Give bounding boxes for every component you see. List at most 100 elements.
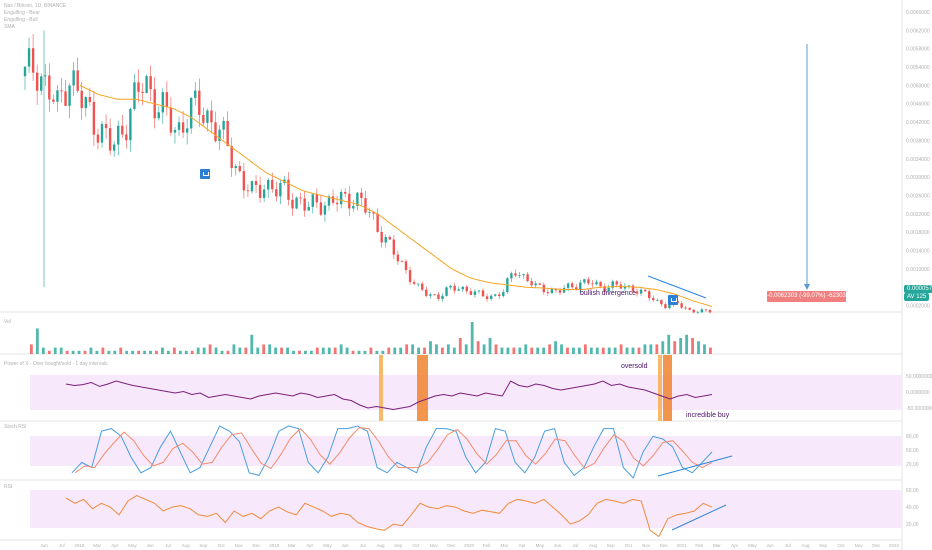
time-tick-label: Sep [199, 543, 208, 548]
stoch-tick-label: 20.00 [906, 462, 919, 468]
candle-body [335, 202, 339, 205]
candle-body [323, 205, 327, 215]
candle-body [271, 179, 274, 190]
candle-body [80, 90, 83, 109]
time-tick-label: Oct [837, 543, 845, 548]
volume-bar [107, 350, 111, 354]
volume-legend[interactable]: Vol [4, 319, 11, 325]
current-price-badge: 0.0000574 [904, 285, 932, 293]
candle-body [404, 261, 408, 271]
idea-marker-icon[interactable] [668, 295, 678, 305]
time-tick-label: 2018 [74, 543, 85, 548]
idea-marker-icon[interactable] [200, 169, 210, 179]
volume-bar [655, 344, 659, 354]
time-tick-label: Aug [182, 543, 191, 548]
pox-tick-label: 50.0000000 [906, 374, 932, 380]
candle-body [327, 196, 331, 206]
candle-body [631, 285, 635, 292]
pox-tick-label: 0.0000000 [906, 390, 930, 396]
candle-body [44, 75, 47, 77]
candle-body [100, 123, 104, 143]
indicator-bands [30, 375, 902, 528]
price-tick-label: 0.0042000 [906, 120, 930, 126]
candle-body [165, 92, 169, 108]
volume-bar [238, 347, 242, 354]
volume-bar [703, 344, 706, 354]
candle-body [708, 310, 712, 313]
volume-bar [458, 338, 462, 354]
legend-symbol[interactable]: Nas / Bitcoin, 1D, BINANCE [4, 3, 67, 9]
volume-bar [345, 347, 349, 354]
time-tick-label: Jun [341, 543, 349, 548]
time-tick-label: Nov [642, 543, 651, 548]
candle-body [522, 274, 525, 276]
candle-body [384, 236, 387, 243]
time-tick-label: May [323, 543, 332, 548]
pox-tick-label: -50.0000000 [906, 406, 932, 412]
candle-body [104, 123, 108, 129]
candle-body [530, 281, 533, 286]
candle-body [356, 192, 359, 206]
candle-body [429, 294, 432, 296]
candle-body [76, 70, 79, 91]
candle-body [149, 76, 152, 90]
rsi-legend[interactable]: RSI [4, 484, 13, 490]
price-tick-label: 0.0030000 [906, 175, 930, 181]
volume-bar [232, 344, 236, 354]
volume-bar [494, 344, 498, 354]
time-tick-label: Oct [218, 543, 226, 548]
legend-sma[interactable]: SMA [4, 24, 15, 30]
volume-bar [536, 347, 540, 354]
volume-bar [161, 347, 164, 354]
candle-body [627, 285, 631, 287]
power-of-x-legend[interactable]: Power of X - Over bought/sold - 1 day in… [4, 361, 108, 367]
time-axis: Jun Jul 2018 Mar Apr May Jun Jul Aug Sep Oct Nov Dec… [40, 543, 899, 548]
volume-bar [601, 347, 605, 354]
time-tick-label: Jun [554, 543, 562, 548]
candle-body [538, 283, 541, 285]
volume-bar [208, 344, 212, 354]
candle-body [48, 75, 51, 100]
rsi-band [30, 490, 902, 528]
volume-bar [399, 347, 403, 354]
volume-bar [369, 347, 373, 354]
candle-body [287, 179, 290, 200]
candle-body [96, 134, 100, 143]
time-tick-label: Apr [111, 543, 119, 548]
candle-body [453, 285, 456, 291]
time-tick-label: Sep [394, 543, 403, 548]
volume-bar [470, 322, 474, 354]
volume-bar [417, 347, 420, 354]
volume-bar [190, 350, 194, 354]
stoch-d-line [74, 427, 713, 474]
candle-body [125, 134, 128, 141]
candle-body [315, 194, 319, 203]
volume-bar [220, 350, 224, 354]
candle-body [461, 286, 464, 290]
candle-body [583, 279, 586, 283]
volume-bar [262, 344, 266, 354]
volume-bar [268, 344, 272, 354]
candle-body [416, 283, 420, 285]
stoch-rsi-legend[interactable]: Stoch RSI [4, 424, 27, 430]
legend-engulfing-bull[interactable]: Engulfing - Bull [4, 17, 38, 23]
time-tick-label: Nov [235, 543, 244, 548]
candle-body [623, 285, 627, 289]
volume-bar [172, 347, 176, 354]
volume-bar [214, 347, 218, 354]
time-tick-label: Sep [607, 543, 616, 548]
candle-body [344, 191, 347, 194]
candle-body [108, 128, 112, 151]
volume-bar [464, 344, 468, 354]
volume-bar [619, 344, 623, 354]
volume-bar [429, 341, 432, 354]
candle-body [52, 99, 55, 102]
stoch-band [30, 436, 902, 466]
volume-bar [661, 341, 665, 354]
time-tick-label: May [128, 543, 137, 548]
candle-body [518, 275, 521, 277]
candle-body [421, 283, 424, 290]
legend-engulfing-bear[interactable]: Engulfing - Bear [4, 10, 40, 16]
candle-body [656, 299, 659, 301]
